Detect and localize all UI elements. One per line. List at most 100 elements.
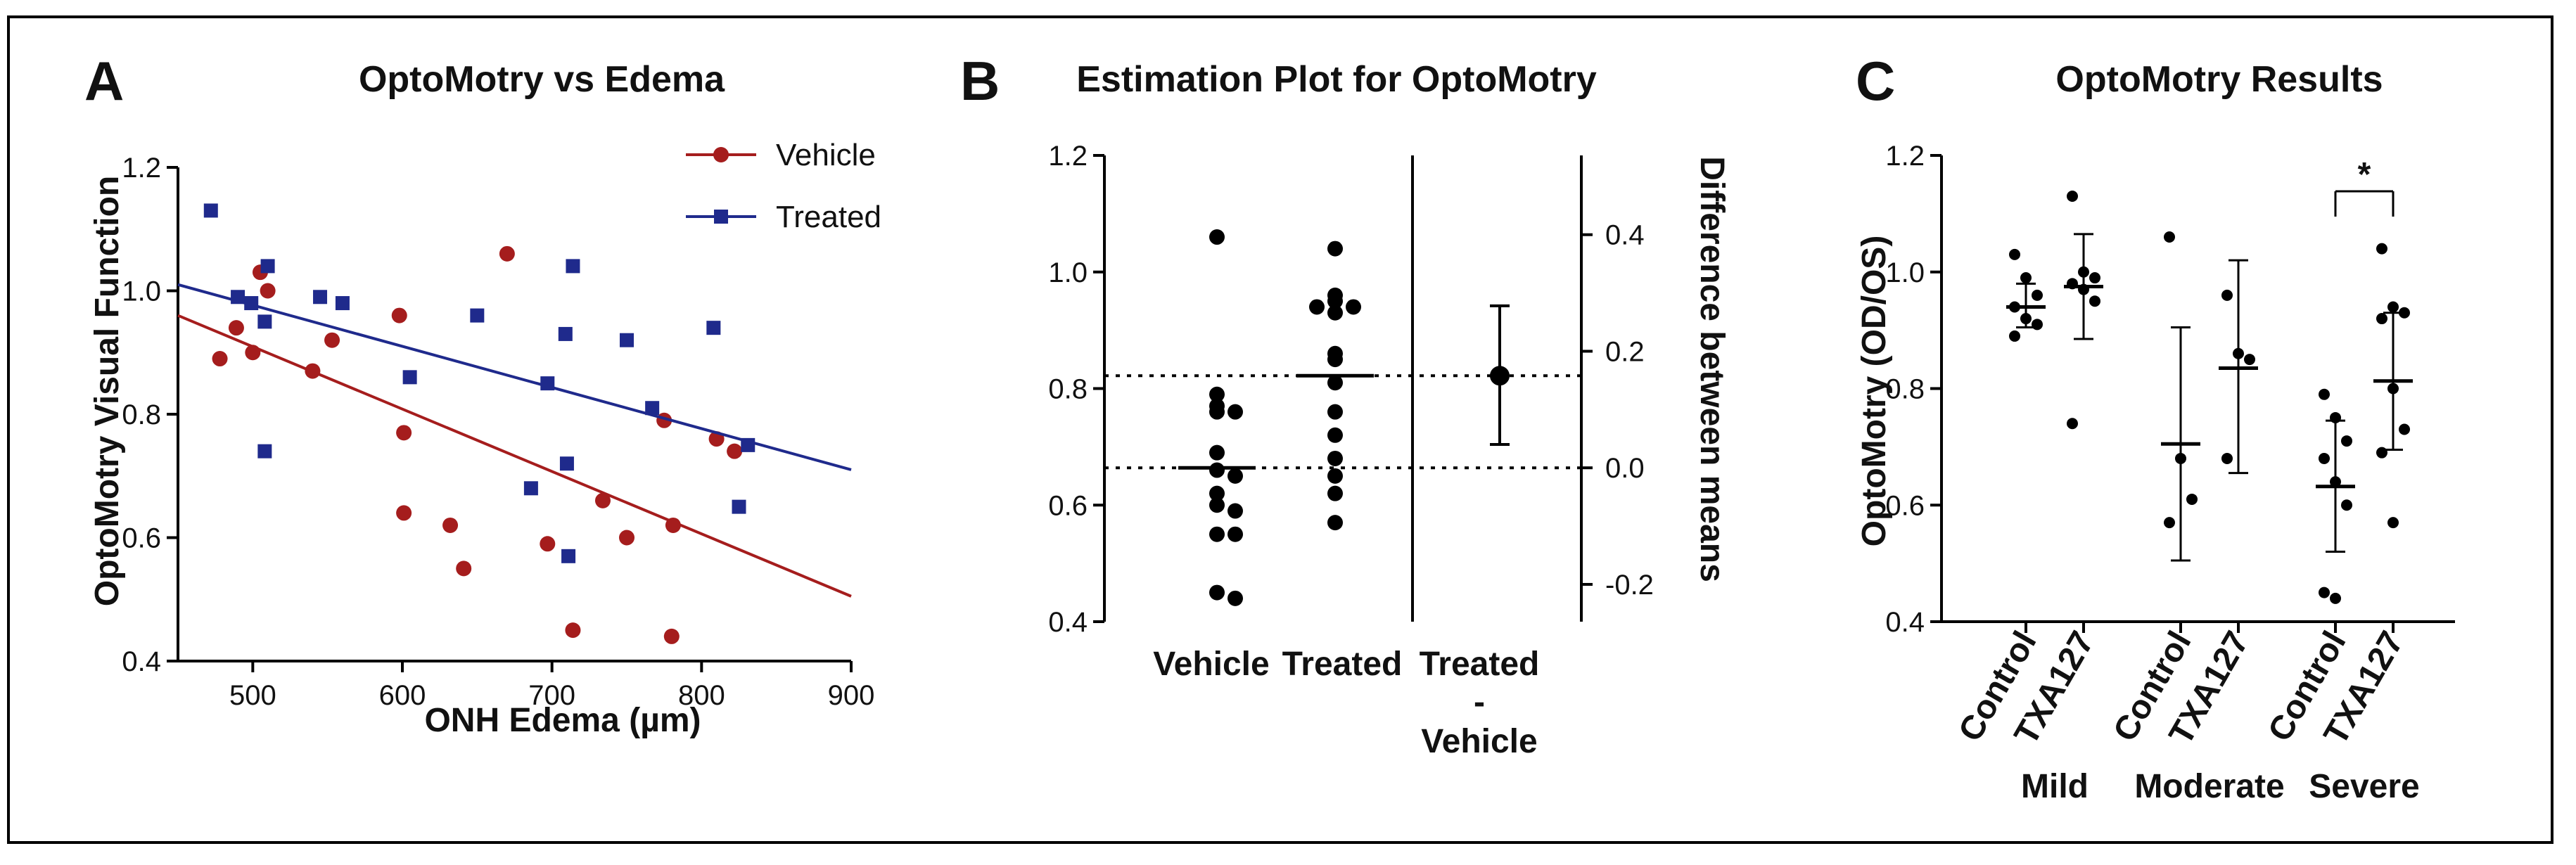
x-tick-label: 900 — [828, 680, 875, 711]
vehicle-point — [1209, 526, 1225, 542]
vehicle-point — [245, 345, 261, 361]
x-tick-label: 700 — [528, 680, 575, 711]
panel-letter-a: A — [84, 50, 124, 112]
y-tick-label: 0.6 — [1885, 490, 1925, 521]
vehicle-legend-label: Vehicle — [776, 138, 876, 172]
treated-point — [1327, 485, 1343, 501]
group-label-severe: Severe — [2309, 768, 2419, 805]
treated-fit-line — [177, 283, 852, 471]
vehicle-point — [665, 517, 681, 533]
treated-point — [1327, 450, 1343, 466]
x-tick-label: 500 — [229, 680, 276, 711]
figure-frame — [7, 15, 2553, 844]
panel-a-ylabel: OptoMotry Visual Function — [89, 176, 126, 606]
right-y-tick-label: 0.4 — [1605, 220, 1645, 251]
y-tick-label: 1.2 — [1048, 141, 1088, 172]
treated-point — [260, 259, 275, 274]
vehicle-point — [1209, 229, 1225, 245]
severe-txa127-point — [2399, 423, 2410, 435]
treated-point — [1327, 515, 1343, 531]
vehicle-point — [1209, 584, 1225, 601]
treated-point — [558, 326, 573, 341]
severe-control-point — [2330, 592, 2341, 604]
group-label-moderate: Moderate — [2134, 768, 2284, 805]
vehicle-point — [305, 363, 321, 379]
y-tick-label: 0.8 — [1048, 374, 1088, 405]
treated-point — [335, 296, 350, 311]
category-label-difference-line1: Treated — [1420, 646, 1540, 683]
vehicle-point — [619, 530, 635, 546]
vehicle-point — [391, 307, 407, 323]
vehicle-point — [1228, 590, 1243, 606]
moderate-txa127-point — [2221, 452, 2233, 464]
treated-point — [566, 259, 580, 274]
mild-control-point — [2009, 248, 2020, 260]
treated-point — [1327, 375, 1343, 391]
vehicle-point — [260, 283, 276, 299]
vehicle-point — [1228, 526, 1243, 542]
significance-star: * — [2358, 156, 2371, 193]
panel-letter-b: B — [960, 50, 1000, 112]
vehicle-point — [1228, 503, 1243, 519]
treated-legend-marker — [714, 210, 728, 224]
group-label-mild: Mild — [2021, 768, 2089, 805]
panel-a-title: OptoMotry vs Edema — [359, 59, 725, 100]
treated-point — [1327, 404, 1343, 420]
treated-point — [1309, 299, 1325, 315]
mild-control-point — [2020, 313, 2032, 325]
vehicle-point — [1209, 386, 1225, 402]
treated-point — [1327, 241, 1343, 257]
moderate-control-point — [2175, 452, 2186, 464]
vehicle-point — [540, 536, 556, 552]
vehicle-point — [1209, 485, 1225, 501]
vehicle-point — [228, 320, 244, 336]
difference-mean-point — [1490, 366, 1510, 386]
category-label-difference-line3: Vehicle — [1421, 723, 1537, 760]
mild-control-point — [2020, 272, 2032, 284]
treated-point — [706, 321, 721, 335]
moderate-control-point — [2186, 493, 2198, 505]
vehicle-point — [456, 560, 472, 577]
treated-point — [559, 456, 574, 471]
moderate-txa127-point — [2244, 354, 2255, 366]
vehicle-point — [1209, 497, 1225, 513]
severe-control-point — [2341, 499, 2352, 511]
moderate-txa127-point — [2233, 347, 2244, 359]
mild-control-point — [2032, 289, 2043, 301]
y-tick-label: 1.0 — [122, 276, 161, 307]
panel-b-ylabel-right: Difference between means — [1693, 156, 1730, 582]
panel-b-plot: 0.4 0.6 0.8 1.0 1.2 -0.2 0.0 0.2 0.4 Vehicle Treat… — [1048, 141, 1654, 760]
mild-txa127-point — [2067, 191, 2078, 203]
treated-point — [402, 370, 417, 385]
vehicle-point — [396, 505, 412, 521]
treated-point — [257, 444, 272, 459]
right-y-tick-label: 0.2 — [1605, 336, 1645, 367]
y-tick-label: 1.0 — [1885, 257, 1925, 288]
mild-txa127-point — [2089, 272, 2100, 284]
y-tick-label: 0.8 — [1885, 374, 1925, 405]
mild-control-point — [2009, 301, 2020, 313]
vehicle-point — [442, 517, 459, 533]
severe-control-point — [2319, 452, 2330, 464]
vehicle-point — [727, 443, 743, 459]
vehicle-point — [1228, 468, 1243, 484]
vehicle-legend-marker — [713, 147, 729, 162]
treated-point — [1327, 293, 1343, 309]
vehicle-fit-line — [177, 314, 852, 598]
y-tick-label: 0.6 — [122, 523, 161, 554]
severe-control-point — [2341, 435, 2352, 447]
treated-point — [732, 499, 746, 514]
category-label-difference-line2: - — [1474, 684, 1485, 721]
severe-control-point — [2330, 476, 2341, 488]
vehicle-point — [565, 622, 581, 639]
vehicle-point — [594, 492, 611, 508]
right-y-tick-label: 0.0 — [1605, 453, 1645, 484]
vehicle-point — [1209, 404, 1225, 420]
vehicle-point — [1228, 404, 1243, 420]
treated-point — [1327, 352, 1343, 368]
y-tick-label: 0.4 — [1885, 607, 1925, 638]
treated-point — [561, 549, 576, 563]
treated-point — [1346, 299, 1361, 315]
severe-txa127-point — [2376, 313, 2387, 325]
severe-control-point — [2319, 388, 2330, 400]
